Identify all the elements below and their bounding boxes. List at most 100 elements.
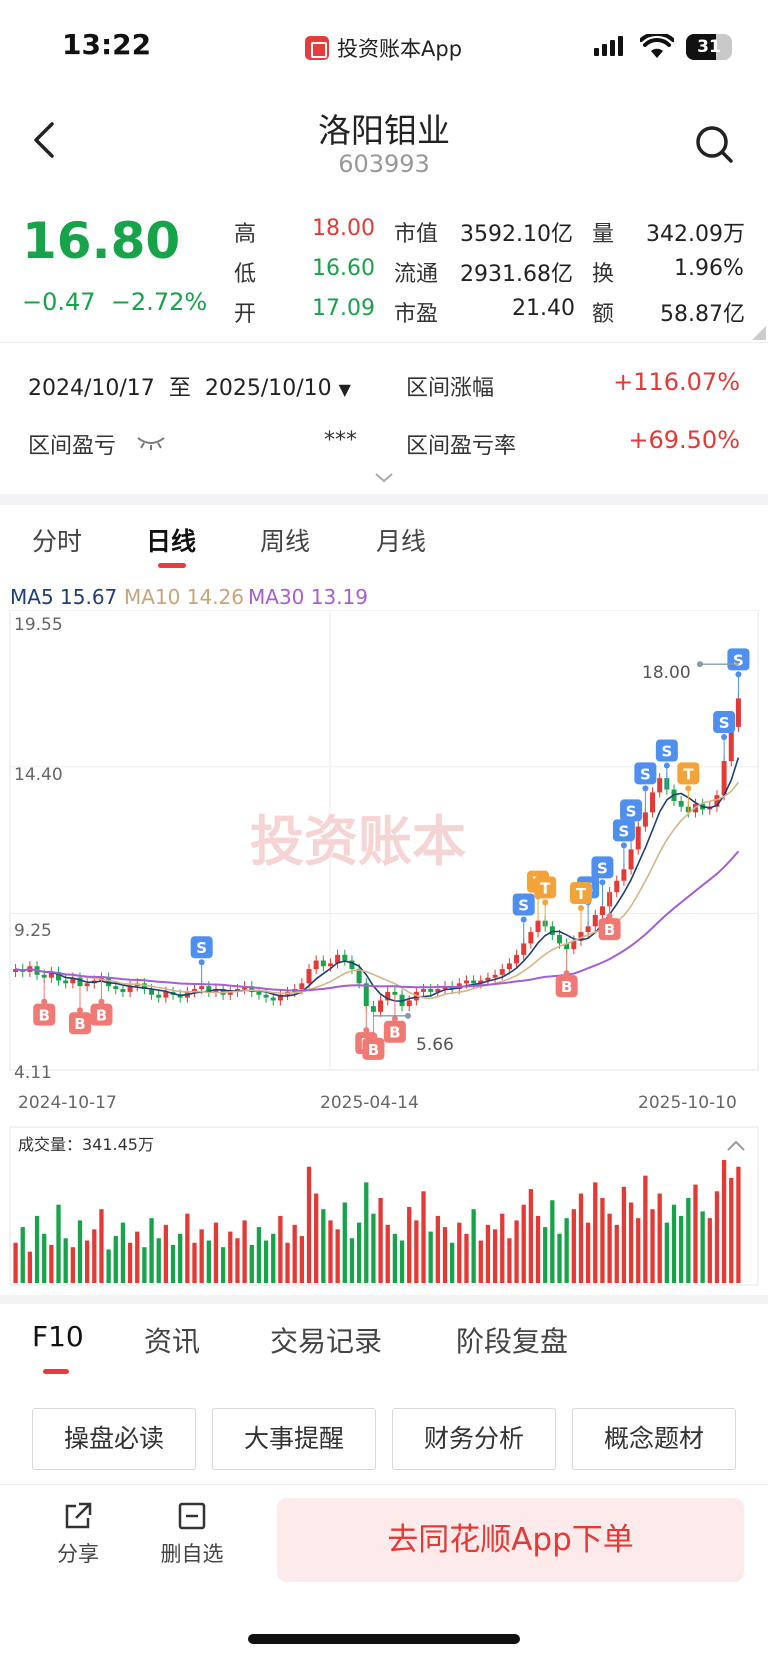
t-marker <box>569 882 592 905</box>
candle <box>177 994 183 998</box>
kline-chart[interactable]: 投资账本 BBBBBBBBSSSSSSSSSSTTTT 19.55 14.40 … <box>0 610 768 1290</box>
volume-bar <box>27 1251 33 1283</box>
t-marker <box>677 762 700 785</box>
volume-bar <box>263 1240 269 1283</box>
battery-level: 31 <box>697 37 721 57</box>
volume-bar <box>92 1229 97 1283</box>
candle <box>149 989 155 995</box>
candle <box>120 989 126 992</box>
ma10-legend: MA10 14.26 <box>124 585 244 609</box>
collapse-volume-icon[interactable] <box>727 1140 745 1151</box>
link-concepts[interactable]: 概念题材 <box>572 1408 736 1470</box>
candle <box>106 977 112 987</box>
marker-dot <box>363 1027 370 1034</box>
status-bar <box>0 0 768 94</box>
candle <box>614 880 620 893</box>
candle <box>370 1006 376 1012</box>
volume-bar <box>407 1206 412 1283</box>
volume-bar <box>56 1204 61 1283</box>
sell-marker <box>620 799 643 822</box>
sell-marker <box>591 856 614 879</box>
marker-letter: B <box>38 1007 49 1025</box>
volume-bar <box>628 1202 634 1283</box>
candle <box>63 980 69 984</box>
marker-dot <box>98 998 105 1005</box>
tab-f10[interactable]: F10 <box>32 1320 84 1353</box>
volume-bar <box>378 1198 383 1283</box>
candle <box>363 983 369 1007</box>
remove-watchlist-button[interactable]: 删自选 <box>152 1500 232 1568</box>
range-gain-value: +116.07% <box>613 368 740 396</box>
candle <box>113 986 119 990</box>
home-indicator[interactable] <box>248 1634 520 1644</box>
link-financials[interactable]: 财务分析 <box>392 1408 556 1470</box>
candle <box>378 1000 384 1012</box>
ma5-legend: MA5 15.67 <box>10 585 118 609</box>
link-events[interactable]: 大事提醒 <box>212 1408 376 1470</box>
range-sep: 至 <box>168 376 191 401</box>
volume-bar <box>636 1218 641 1283</box>
volume-bar <box>220 1247 226 1283</box>
candle <box>335 954 341 964</box>
volume-bar <box>127 1242 133 1283</box>
back-arrow-icon[interactable] <box>28 120 60 160</box>
volume-bar <box>342 1202 347 1283</box>
tab-monthly[interactable]: 月线 <box>376 527 427 556</box>
marker-dot <box>599 879 606 886</box>
volume-bar <box>385 1224 390 1283</box>
tab-weekly[interactable]: 周线 <box>260 527 311 556</box>
corner-expand-icon[interactable] <box>752 326 766 340</box>
volume-bar <box>700 1211 705 1283</box>
tab-news[interactable]: 资讯 <box>144 1325 201 1358</box>
range-pnl-label: 区间盈亏 <box>28 434 117 459</box>
volume-bar <box>550 1200 555 1283</box>
marker-dot <box>642 785 649 792</box>
volume-bar <box>721 1160 727 1283</box>
eye-closed-icon[interactable] <box>136 434 166 450</box>
y-tick-bottom: 4.11 <box>14 1063 52 1083</box>
order-button[interactable]: 去同花顺App下单 <box>277 1498 744 1582</box>
volume-bar <box>686 1198 691 1283</box>
float-value: 2931.68亿 <box>460 262 573 287</box>
volume-bar <box>736 1166 741 1283</box>
marker-letter: S <box>733 651 744 669</box>
volume-bar <box>485 1224 491 1283</box>
quote-header <box>0 94 768 494</box>
volume-bar <box>643 1175 648 1283</box>
high-label: 高 <box>234 222 257 247</box>
candle <box>549 926 555 935</box>
candle <box>514 954 520 964</box>
volume-bar <box>600 1198 605 1283</box>
tab-daily[interactable]: 日线 <box>146 527 197 556</box>
tab-intraday[interactable]: 分时 <box>32 527 83 556</box>
date-range-selector[interactable]: 2024/10/17 至 2025/10/10 ▼ <box>28 370 351 402</box>
candle <box>492 974 498 978</box>
volume-bar <box>414 1220 419 1283</box>
ma-lines <box>15 757 740 1002</box>
volume-bar <box>271 1233 276 1283</box>
volume-bar <box>292 1224 297 1283</box>
marker-letter: S <box>719 714 730 732</box>
expand-chevron-icon[interactable] <box>374 472 394 484</box>
buy-marker <box>383 1020 406 1043</box>
app-source-tag[interactable]: 投资账本App <box>305 33 462 63</box>
marker-dot <box>735 671 742 678</box>
link-must-read[interactable]: 操盘必读 <box>32 1408 196 1470</box>
marker-letter: B <box>368 1041 379 1059</box>
candle <box>199 986 205 990</box>
change-percent: −2.72% <box>110 288 208 316</box>
volume-bar <box>113 1236 118 1283</box>
candle <box>435 989 441 992</box>
volume-bar <box>106 1249 111 1283</box>
low-annotation: 5.66 <box>416 1035 454 1055</box>
tab-stage-review[interactable]: 阶段复盘 <box>456 1325 569 1358</box>
share-button[interactable]: 分享 <box>38 1500 118 1568</box>
chart-grid <box>9 610 759 1071</box>
search-icon[interactable] <box>694 124 734 164</box>
amount-label: 额 <box>592 302 615 327</box>
tab-trade-records[interactable]: 交易记录 <box>270 1325 383 1358</box>
marker-letter: B <box>96 1007 107 1025</box>
marker-letter: B <box>561 978 572 996</box>
volume-label: 量 <box>592 222 615 247</box>
candle <box>735 698 741 727</box>
